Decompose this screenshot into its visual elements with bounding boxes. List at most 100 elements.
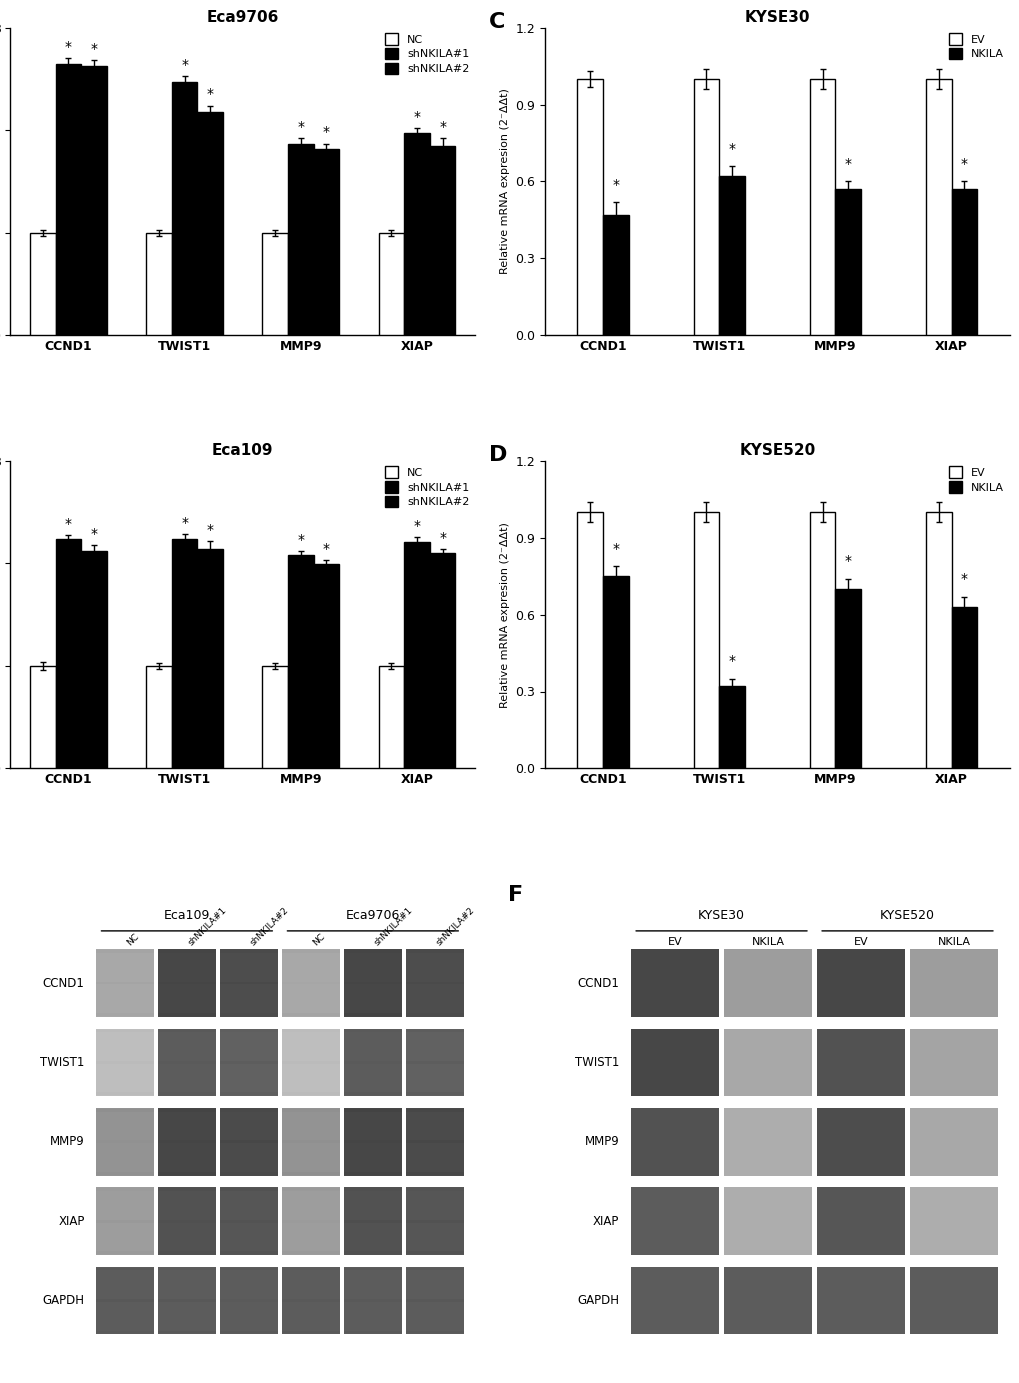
Bar (96, 1014, 154, 1017)
Bar (197, 112, 223, 335)
Bar (55, 64, 82, 335)
Bar (343, 1299, 401, 1301)
Bar (282, 1093, 339, 1095)
Text: *: * (323, 542, 329, 556)
Bar (220, 1267, 277, 1335)
Bar (96, 1109, 154, 1112)
Bar (809, 79, 835, 335)
Bar (816, 949, 904, 1017)
Bar (282, 1171, 339, 1174)
Bar (158, 1188, 215, 1254)
Bar (343, 1188, 401, 1254)
Bar (282, 1299, 339, 1301)
Bar (282, 1188, 339, 1191)
Y-axis label: Relative mRNA expresion (2⁻ΔΔt): Relative mRNA expresion (2⁻ΔΔt) (499, 521, 510, 708)
Text: D: D (488, 445, 507, 466)
Bar (220, 1268, 277, 1271)
Bar (723, 949, 811, 1017)
Bar (406, 1108, 463, 1176)
Bar (146, 232, 171, 335)
Bar (406, 1029, 463, 1032)
Bar (406, 1188, 463, 1254)
Bar (406, 1029, 463, 1097)
Bar (406, 1252, 463, 1254)
Bar (406, 1188, 463, 1191)
Bar (282, 1220, 339, 1223)
Bar (406, 1330, 463, 1333)
Bar (282, 1029, 339, 1097)
Text: XIAP: XIAP (592, 1214, 619, 1228)
Bar (406, 949, 463, 1017)
Text: MMP9: MMP9 (584, 1135, 619, 1148)
Bar (282, 1014, 339, 1017)
Bar (96, 1093, 154, 1095)
Bar (577, 512, 602, 769)
Bar (909, 1267, 998, 1335)
Text: NC: NC (311, 932, 326, 947)
Bar (30, 665, 55, 769)
Bar (602, 214, 628, 335)
Text: TWIST1: TWIST1 (40, 1057, 85, 1069)
Text: Eca109: Eca109 (163, 909, 210, 921)
Text: shNKILA#2: shNKILA#2 (249, 906, 290, 947)
Bar (96, 1029, 154, 1032)
Bar (158, 1299, 215, 1301)
Bar (158, 949, 215, 1017)
Text: NKILA: NKILA (936, 938, 969, 947)
Bar (220, 1014, 277, 1017)
Text: MMP9: MMP9 (50, 1135, 85, 1148)
Bar (429, 145, 454, 335)
Bar (197, 549, 223, 769)
Bar (282, 1267, 339, 1335)
Bar (220, 1093, 277, 1095)
Bar (816, 1029, 904, 1097)
Bar (378, 665, 404, 769)
Bar (631, 1267, 718, 1335)
Text: EV: EV (853, 938, 867, 947)
Bar (158, 1268, 215, 1271)
Bar (816, 1188, 904, 1254)
Bar (282, 950, 339, 953)
Bar (220, 1188, 277, 1254)
Bar (96, 1252, 154, 1254)
Text: *: * (297, 120, 304, 134)
Bar (816, 1108, 904, 1176)
Text: *: * (297, 532, 304, 546)
Bar (313, 564, 338, 769)
Bar (96, 1220, 154, 1223)
Text: CCND1: CCND1 (577, 976, 619, 990)
Bar (287, 144, 313, 335)
Bar (343, 982, 401, 985)
Bar (343, 1029, 401, 1097)
Bar (343, 1109, 401, 1112)
Bar (343, 1220, 401, 1223)
Bar (282, 1268, 339, 1271)
Bar (404, 542, 429, 769)
Bar (282, 1252, 339, 1254)
Text: *: * (960, 158, 967, 171)
Bar (343, 1267, 401, 1335)
Bar (55, 539, 82, 769)
Bar (282, 1141, 339, 1144)
Bar (951, 189, 976, 335)
Text: *: * (413, 111, 420, 124)
Bar (96, 1141, 154, 1144)
Bar (343, 950, 401, 953)
Text: EV: EV (667, 938, 682, 947)
Bar (693, 512, 718, 769)
Bar (723, 1267, 811, 1335)
Bar (925, 79, 951, 335)
Text: *: * (960, 573, 967, 586)
Bar (343, 1188, 401, 1191)
Bar (909, 949, 998, 1017)
Bar (406, 1014, 463, 1017)
Bar (96, 1267, 154, 1335)
Text: *: * (65, 40, 71, 54)
Text: *: * (323, 126, 329, 140)
Bar (282, 1029, 339, 1032)
Bar (723, 1108, 811, 1176)
Bar (220, 1108, 277, 1176)
Text: shNKILA#1: shNKILA#1 (373, 904, 415, 947)
Bar (406, 1109, 463, 1112)
Bar (220, 1061, 277, 1064)
